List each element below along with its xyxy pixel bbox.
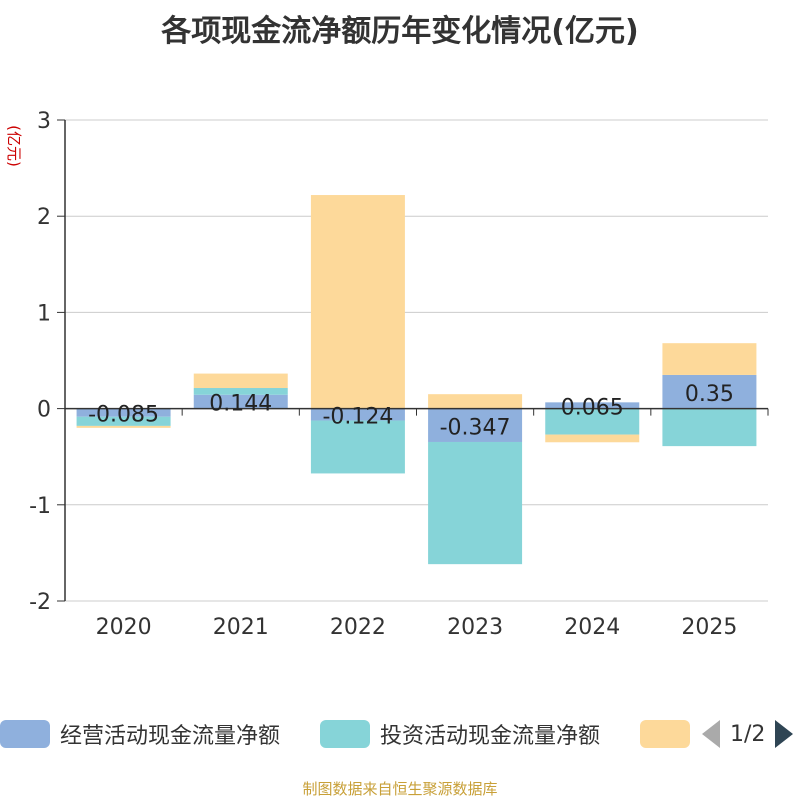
y-axis-unit-label: (亿元) bbox=[5, 125, 23, 167]
bar-operating-2025 bbox=[662, 374, 757, 409]
legend-label-operating: 经营活动现金流量净额 bbox=[60, 724, 281, 749]
y-tick-label: 0 bbox=[37, 398, 51, 423]
bar-investing-2020 bbox=[76, 416, 171, 426]
legend-next-icon[interactable] bbox=[775, 720, 794, 748]
x-tick-label: 2022 bbox=[330, 615, 386, 640]
bar-investing-2022 bbox=[310, 420, 405, 474]
y-tick-label: 2 bbox=[37, 205, 51, 230]
bar-operating-2020 bbox=[76, 408, 171, 417]
x-tick-label: 2023 bbox=[447, 615, 503, 640]
legend-item-financing[interactable] bbox=[640, 716, 690, 752]
legend-item-operating[interactable]: 经营活动现金流量净额 bbox=[0, 716, 280, 752]
x-tick-label: 2025 bbox=[681, 615, 737, 640]
x-tick-label: 2021 bbox=[213, 615, 269, 640]
chart-title: 各项现金流净额历年变化情况(亿元) bbox=[161, 14, 639, 49]
bar-investing-2023 bbox=[428, 441, 523, 565]
data-label: 0.144 bbox=[209, 392, 272, 417]
bar-investing-2021 bbox=[193, 388, 288, 395]
bar-financing-2020 bbox=[76, 425, 171, 428]
bar-investing-2025 bbox=[662, 408, 757, 447]
bar-financing-2024 bbox=[545, 434, 640, 443]
x-tick-label: 2024 bbox=[564, 615, 620, 640]
y-tick-label: 1 bbox=[37, 301, 51, 326]
data-label: 0.065 bbox=[561, 395, 624, 420]
legend: 经营活动现金流量净额 投资活动现金流量净额 1/2 bbox=[0, 716, 800, 756]
bar-financing-2025 bbox=[662, 343, 757, 375]
bar-operating-2023 bbox=[428, 408, 523, 442]
bar-financing-2021 bbox=[193, 373, 288, 389]
legend-pager: 1/2 bbox=[702, 716, 794, 752]
legend-swatch-investing bbox=[320, 720, 370, 748]
bar-operating-2021 bbox=[193, 394, 288, 409]
legend-item-investing[interactable]: 投资活动现金流量净额 bbox=[320, 716, 600, 752]
data-label: -0.124 bbox=[322, 405, 393, 430]
x-tick-label: 2020 bbox=[96, 615, 152, 640]
data-label: -0.085 bbox=[88, 403, 159, 428]
bar-investing-2024 bbox=[545, 408, 640, 435]
legend-prev-icon[interactable] bbox=[702, 720, 720, 748]
y-tick-label: 3 bbox=[37, 109, 51, 134]
legend-label-investing: 投资活动现金流量净额 bbox=[380, 724, 601, 749]
legend-swatch-financing bbox=[640, 720, 690, 748]
y-tick-label: -2 bbox=[29, 590, 51, 615]
bar-operating-2024 bbox=[545, 402, 640, 409]
bar-operating-2022 bbox=[310, 408, 405, 421]
data-label: 0.35 bbox=[685, 382, 734, 407]
data-label: -0.347 bbox=[440, 415, 511, 440]
source-note: 制图数据来自恒生聚源数据库 bbox=[302, 780, 498, 798]
legend-page-indicator: 1/2 bbox=[730, 721, 766, 747]
bar-financing-2023 bbox=[428, 394, 523, 409]
y-tick-label: -1 bbox=[29, 494, 51, 519]
bar-financing-2022 bbox=[310, 195, 405, 409]
legend-swatch-operating bbox=[0, 720, 50, 748]
